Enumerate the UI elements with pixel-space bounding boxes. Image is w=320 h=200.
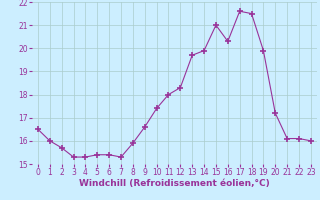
X-axis label: Windchill (Refroidissement éolien,°C): Windchill (Refroidissement éolien,°C) bbox=[79, 179, 270, 188]
